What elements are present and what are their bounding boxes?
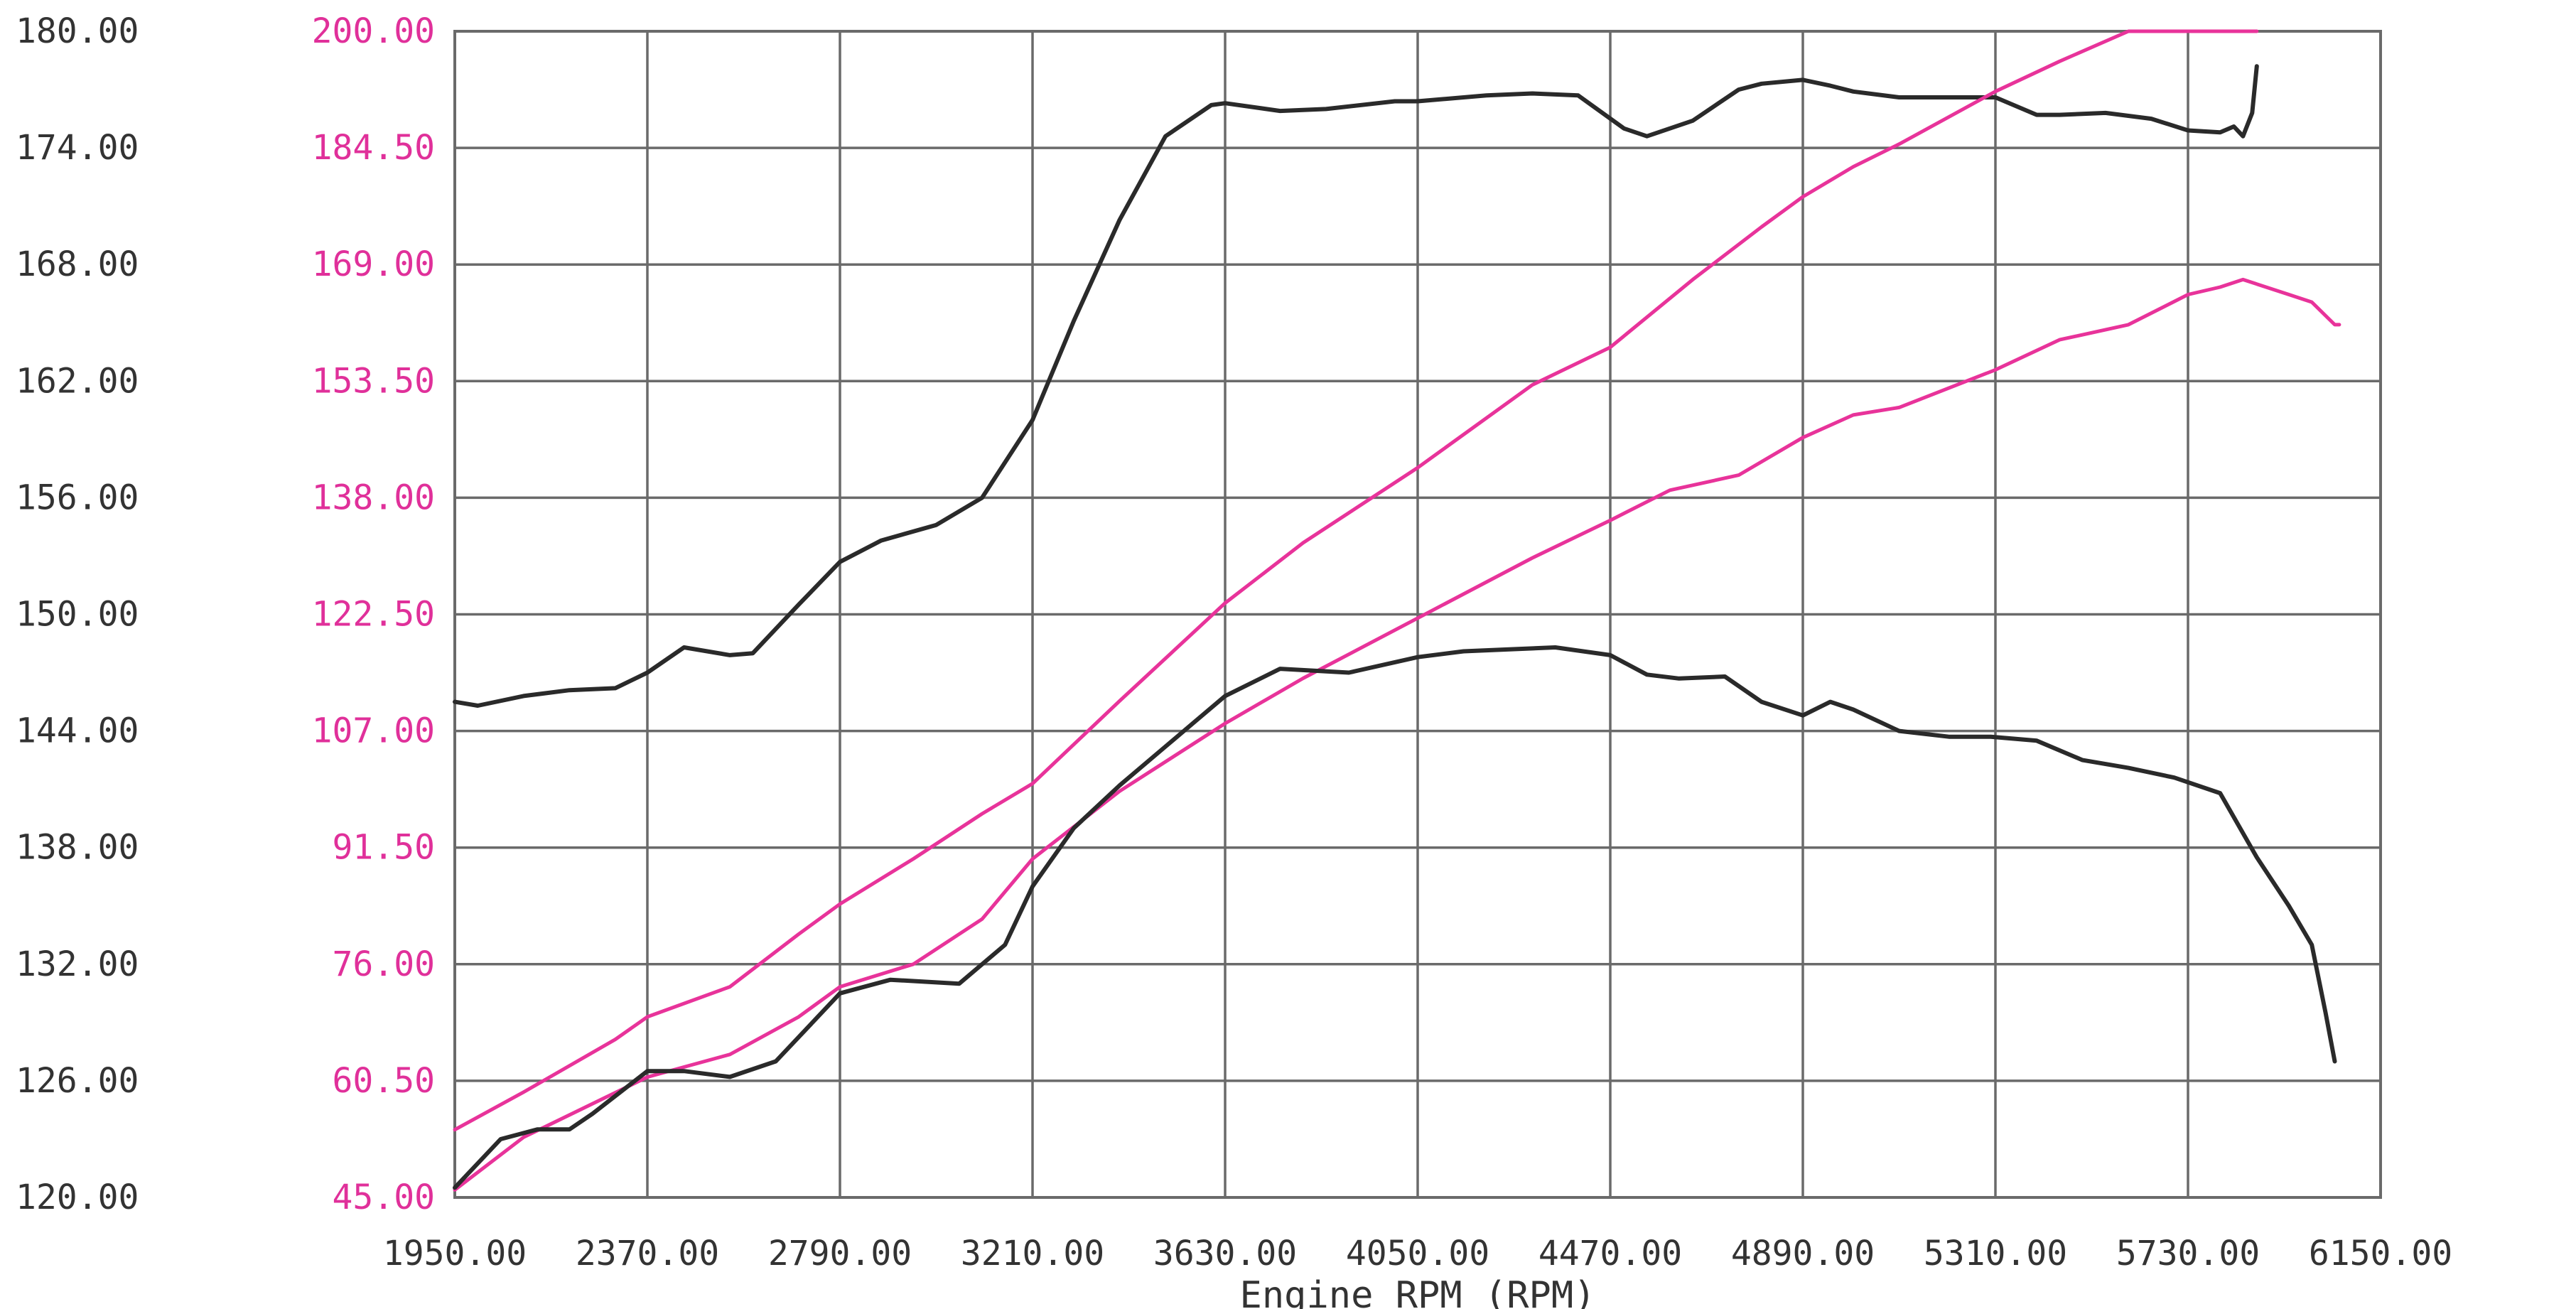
left-axis-tick-label: 180.00 — [16, 11, 139, 51]
left-axis-tick-label: 144.00 — [16, 711, 139, 751]
right-axis-tick-label: 169.00 — [312, 244, 435, 284]
left-axis-tick-label: 162.00 — [16, 361, 139, 401]
x-axis-tick-label: 2370.00 — [576, 1234, 719, 1273]
x-axis-tick-label: 4890.00 — [1731, 1234, 1875, 1273]
series-line-2 — [453, 29, 2259, 1132]
x-axis-tick-label: 4470.00 — [1538, 1234, 1682, 1273]
left-axis-tick-labels: 180.00 174.00 168.00 162.00 156.00 150.00 144.… — [16, 11, 139, 1217]
grid — [453, 30, 2382, 1199]
left-axis-tick-label: 132.00 — [16, 944, 139, 984]
left-axis-tick-label: 174.00 — [16, 128, 139, 168]
right-axis-tick-label: 76.00 — [333, 944, 436, 984]
x-axis-tick-label: 6150.00 — [2309, 1234, 2452, 1273]
right-axis-tick-label: 91.50 — [333, 828, 436, 868]
left-axis-tick-label: 168.00 — [16, 244, 139, 284]
right-axis-tick-label: 107.00 — [312, 711, 435, 751]
left-axis-tick-label: 126.00 — [16, 1061, 139, 1101]
x-axis-tick-label: 4050.00 — [1346, 1234, 1489, 1273]
right-axis-tick-labels: 200.00 184.50 169.00 153.50 138.00 122.50 107.… — [312, 11, 435, 1217]
left-axis-tick-label: 120.00 — [16, 1178, 139, 1217]
left-axis-tick-label: 138.00 — [16, 828, 139, 868]
x-axis-tick-label: 5310.00 — [1924, 1234, 2067, 1273]
x-axis-tick-label: 1950.00 — [383, 1234, 527, 1273]
series-line-1 — [453, 64, 2259, 708]
x-axis-tick-label: 5730.00 — [2116, 1234, 2260, 1273]
right-axis-tick-label: 138.00 — [312, 478, 435, 517]
left-axis-tick-label: 156.00 — [16, 478, 139, 517]
left-axis-tick-label: 150.00 — [16, 595, 139, 635]
right-axis-tick-label: 60.50 — [333, 1061, 436, 1101]
series-line-4 — [453, 645, 2337, 1190]
right-axis-tick-label: 122.50 — [312, 595, 435, 635]
right-axis-tick-label: 153.50 — [312, 361, 435, 401]
x-axis-tick-label: 3210.00 — [961, 1234, 1104, 1273]
series-line-3 — [453, 277, 2341, 1192]
right-axis-tick-label: 200.00 — [312, 11, 435, 51]
x-axis-tick-label: 3630.00 — [1153, 1234, 1297, 1273]
series — [453, 29, 2341, 1192]
right-axis-tick-label: 45.00 — [333, 1178, 436, 1217]
x-axis-tick-label: 2790.00 — [768, 1234, 912, 1273]
right-axis-tick-label: 184.50 — [312, 128, 435, 168]
x-axis-title: Engine RPM (RPM) — [1240, 1274, 1596, 1309]
x-axis-tick-labels: 1950.00 2370.00 2790.00 3210.00 3630.00 4050.… — [383, 1234, 2452, 1273]
